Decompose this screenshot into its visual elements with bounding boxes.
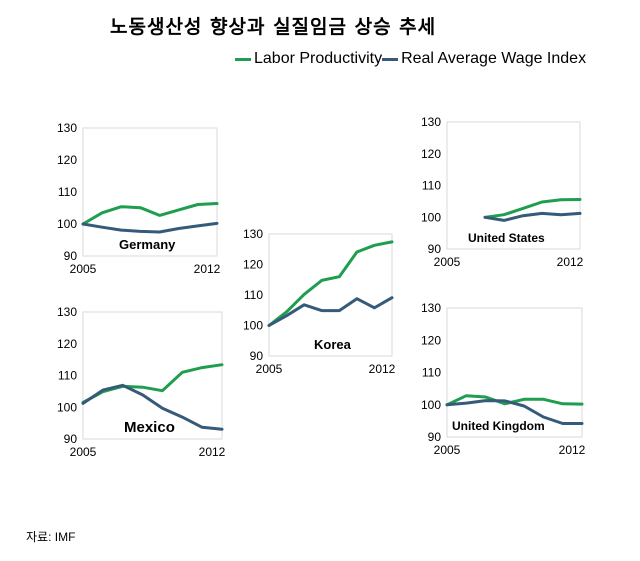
united-states-y-tick-label: 90 bbox=[428, 242, 442, 256]
united-states-y-tick-label: 120 bbox=[421, 147, 441, 161]
germany-y-tick-label: 100 bbox=[57, 217, 77, 231]
united-states-country-label: United States bbox=[468, 231, 545, 245]
mexico-y-tick-label: 120 bbox=[57, 337, 77, 351]
mexico-y-tick-label: 100 bbox=[57, 400, 77, 414]
legend-swatch-wage bbox=[382, 57, 399, 61]
germany-real-wage-line bbox=[81, 221, 219, 234]
united-kingdom-country-label: United Kingdom bbox=[452, 419, 545, 433]
legend-label-labor: Labor Productivity bbox=[254, 50, 383, 67]
united-kingdom-y-tick-label: 120 bbox=[421, 333, 441, 347]
korea-y-tick-label: 120 bbox=[243, 258, 263, 272]
germany-y-tick-label: 130 bbox=[57, 121, 77, 135]
mexico-x-tick-label: 2012 bbox=[199, 445, 226, 459]
mexico-y-tick-label: 90 bbox=[64, 432, 78, 446]
korea-labor-productivity-line bbox=[267, 240, 394, 327]
united-kingdom-labor-productivity-line bbox=[445, 394, 584, 407]
united-states-y-tick-label: 100 bbox=[421, 210, 441, 224]
mexico-real-wage-line bbox=[81, 383, 224, 431]
korea-y-tick-label: 100 bbox=[243, 319, 263, 333]
germany-y-tick-label: 110 bbox=[58, 185, 77, 199]
united-kingdom-y-tick-label: 100 bbox=[421, 398, 441, 412]
mexico-country-label: Mexico bbox=[124, 419, 175, 436]
united-kingdom-y-tick-label: 110 bbox=[422, 366, 441, 380]
united-states-y-tick-label: 110 bbox=[422, 179, 441, 193]
korea-real-wage-line bbox=[267, 296, 394, 327]
mexico-y-tick-label: 130 bbox=[57, 305, 77, 319]
united-states-x-tick-label: 2005 bbox=[434, 255, 461, 269]
united-states-labor-productivity-line bbox=[483, 198, 582, 219]
germany-plot-frame bbox=[82, 127, 218, 257]
germany-y-tick-label: 120 bbox=[57, 153, 77, 167]
germany-labor-productivity-line bbox=[81, 202, 219, 226]
united-kingdom-plot-frame bbox=[446, 307, 583, 438]
legend-swatch-labor bbox=[235, 57, 251, 61]
united-states-plot-frame bbox=[446, 121, 581, 250]
united-states-real-wage-line bbox=[483, 211, 582, 222]
chart-title: 노동생산성 향상과 실질임금 상승 추세 bbox=[110, 16, 437, 38]
legend: Labor Productivity Real Average Wage Ind… bbox=[235, 50, 586, 68]
source-note: 자료: IMF bbox=[26, 530, 76, 544]
korea-y-tick-label: 110 bbox=[244, 288, 263, 302]
united-kingdom-y-tick-label: 130 bbox=[421, 301, 441, 315]
korea-x-tick-label: 2012 bbox=[369, 362, 396, 376]
united-kingdom-real-wage-line bbox=[445, 399, 584, 425]
korea-plot-frame bbox=[268, 233, 393, 357]
united-kingdom-x-tick-label: 2012 bbox=[559, 443, 586, 457]
germany-y-tick-label: 90 bbox=[64, 249, 78, 263]
korea-x-tick-label: 2005 bbox=[256, 362, 283, 376]
mexico-y-tick-label: 110 bbox=[58, 369, 77, 383]
united-states-x-tick-label: 2012 bbox=[557, 255, 584, 269]
legend-item-wage: Real Average Wage Index bbox=[382, 50, 586, 68]
united-kingdom-y-tick-label: 90 bbox=[428, 430, 442, 444]
germany-country-label: Germany bbox=[119, 237, 176, 252]
mexico-labor-productivity-line bbox=[81, 363, 224, 404]
united-states-y-tick-label: 130 bbox=[421, 115, 441, 129]
korea-country-label: Korea bbox=[314, 337, 352, 352]
korea-y-tick-label: 130 bbox=[243, 227, 263, 241]
germany-x-tick-label: 2012 bbox=[194, 262, 221, 276]
united-kingdom-x-tick-label: 2005 bbox=[434, 443, 461, 457]
korea-y-tick-label: 90 bbox=[250, 349, 264, 363]
legend-item-labor: Labor Productivity bbox=[235, 50, 382, 68]
mexico-plot-frame bbox=[82, 311, 223, 440]
mexico-x-tick-label: 2005 bbox=[70, 445, 97, 459]
germany-x-tick-label: 2005 bbox=[70, 262, 97, 276]
legend-label-wage: Real Average Wage Index bbox=[401, 50, 587, 67]
